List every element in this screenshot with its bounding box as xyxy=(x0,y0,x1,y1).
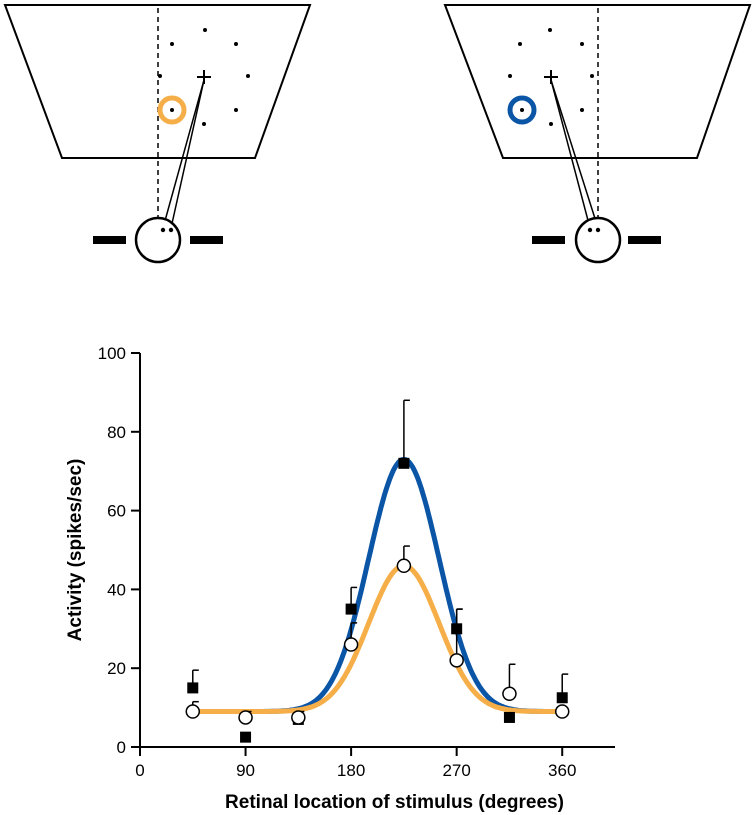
x-axis-title: Retinal location of stimulus (degrees) xyxy=(225,792,564,813)
circle-marker xyxy=(238,710,253,725)
left-stimulus-dots xyxy=(158,28,250,126)
y-axis-title: Activity (spikes/sec) xyxy=(65,459,86,642)
stimulus-dot xyxy=(246,74,250,78)
left-gaze-lines xyxy=(162,79,205,229)
stimulus-dot xyxy=(548,28,552,32)
chart-axes: 0 20 40 60 80 100 0 90 180 270 360 xyxy=(98,344,615,780)
x-tick-label: 360 xyxy=(548,761,576,780)
right-illustration xyxy=(443,4,752,264)
right-gaze-lines xyxy=(550,79,599,229)
x-tick-label: 270 xyxy=(442,761,470,780)
fit-curves xyxy=(190,456,565,714)
left-target-ring xyxy=(157,95,187,125)
y-tick-label: 60 xyxy=(107,502,126,521)
stimulus-dot xyxy=(202,122,206,126)
blue-fit-curve xyxy=(190,456,565,714)
right-ear-bar-left xyxy=(532,236,565,244)
circle-marker xyxy=(185,704,201,719)
square-marker xyxy=(556,692,568,704)
right-ear-bar-right xyxy=(628,236,661,244)
orange-fit-curve xyxy=(190,563,565,714)
x-tick-label: 0 xyxy=(135,761,144,780)
circle-marker xyxy=(449,653,464,668)
stimulus-dot xyxy=(508,74,512,78)
error-bars xyxy=(192,399,569,718)
stimulus-dot xyxy=(234,108,238,112)
square-marker xyxy=(187,682,199,694)
left-eye-dot xyxy=(160,227,166,233)
square-marker xyxy=(345,603,357,615)
right-target-ring xyxy=(507,95,537,125)
left-screen-trapezoid xyxy=(3,4,312,159)
right-target-center-dot xyxy=(520,108,524,112)
circle-marker xyxy=(343,637,359,652)
left-eye xyxy=(134,216,182,264)
stimulus-dot xyxy=(234,42,238,46)
stimulus-dot xyxy=(590,74,594,78)
right-screen-trapezoid xyxy=(443,4,752,159)
left-target-center-dot xyxy=(170,108,174,112)
data-markers xyxy=(185,457,570,743)
right-stimulus-dots xyxy=(508,28,594,126)
left-eye-dot xyxy=(168,227,174,233)
square-marker xyxy=(240,731,252,743)
stimulus-dot xyxy=(203,28,207,32)
y-tick-label: 80 xyxy=(107,423,126,442)
x-tick-label: 180 xyxy=(337,761,365,780)
stimulus-dot xyxy=(518,42,522,46)
left-illustration xyxy=(3,4,312,264)
circle-marker xyxy=(502,686,517,702)
stimulus-dot xyxy=(170,42,174,46)
activity-chart: 0 20 40 60 80 100 0 90 180 270 360 Retinal locatio… xyxy=(65,344,615,813)
x-tick-label: 90 xyxy=(236,761,255,780)
stimulus-dot xyxy=(580,108,584,112)
square-marker xyxy=(451,623,463,635)
right-eye xyxy=(574,216,622,264)
right-eye-dot xyxy=(595,227,601,233)
y-tick-label: 0 xyxy=(117,738,126,757)
circle-marker xyxy=(396,558,412,574)
y-tick-label: 20 xyxy=(107,659,126,678)
y-tick-label: 100 xyxy=(98,344,126,363)
left-ear-bar-left xyxy=(93,236,126,244)
circle-marker xyxy=(554,704,570,719)
square-marker xyxy=(503,711,515,723)
y-tick-label: 40 xyxy=(107,580,126,599)
square-marker xyxy=(398,457,410,469)
stimulus-dot xyxy=(549,122,553,126)
stimulus-dot xyxy=(158,74,162,78)
circle-marker xyxy=(291,710,306,725)
right-eye-dot xyxy=(587,227,593,233)
stimulus-dot xyxy=(580,42,584,46)
left-ear-bar-right xyxy=(190,236,223,244)
